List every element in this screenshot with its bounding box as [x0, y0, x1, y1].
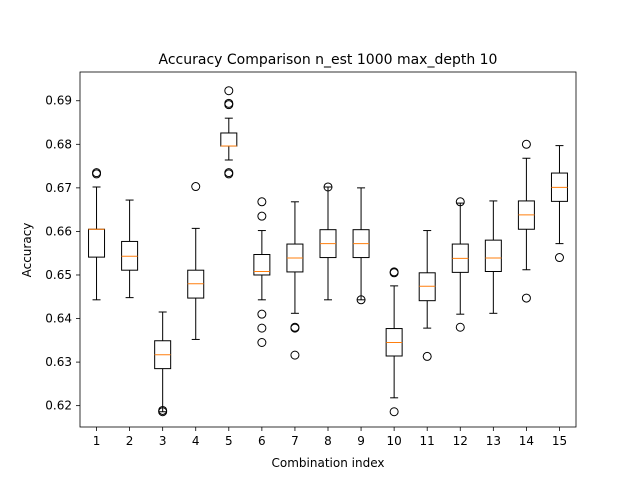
y-tick-label: 0.68: [45, 137, 72, 151]
y-axis: 0.62 0.63 0.64 0.65 0.66 0.67 0.68 0.69: [45, 94, 80, 413]
outlier-point: [257, 197, 267, 207]
outlier-point: [521, 139, 531, 149]
box-group-12: [451, 197, 469, 332]
outlier-point: [257, 211, 267, 221]
x-tick-label: 8: [324, 434, 332, 448]
outlier-point: [356, 295, 366, 305]
outlier-point: [455, 197, 465, 207]
box-group-14: [517, 139, 535, 303]
outlier-point: [257, 337, 267, 347]
outlier-point: [224, 86, 234, 96]
iqr-box: [253, 254, 271, 276]
box-group-9: [352, 187, 370, 305]
y-tick-label: 0.64: [45, 312, 72, 326]
plot-area: [80, 72, 576, 427]
box-group-3: [154, 311, 172, 417]
y-axis-label: Accuracy: [20, 223, 34, 278]
outlier-point: [224, 168, 234, 178]
outlier-point: [389, 268, 399, 278]
outlier-point: [257, 323, 267, 333]
outlier-point: [290, 350, 300, 360]
box-group-4: [187, 182, 205, 340]
x-tick-label: 13: [486, 434, 501, 448]
outlier-point: [158, 405, 168, 415]
outlier-point: [257, 309, 267, 319]
y-tick-label: 0.65: [45, 268, 72, 282]
box-group-1: [88, 168, 106, 301]
x-axis: 1 2 3 4 5 6 7 8 9 10 11 12 13 14 15: [93, 427, 567, 448]
y-tick-label: 0.63: [45, 355, 72, 369]
box-group-13: [484, 200, 502, 314]
x-tick-label: 12: [453, 434, 468, 448]
y-tick-label: 0.69: [45, 94, 72, 108]
box-group-7: [286, 201, 304, 360]
box-group-6: [253, 197, 271, 347]
outlier-point: [554, 253, 564, 263]
chart-title: Accuracy Comparison n_est 1000 max_depth…: [159, 52, 498, 68]
iqr-box: [484, 239, 502, 272]
x-tick-label: 15: [552, 434, 567, 448]
x-tick-label: 11: [420, 434, 435, 448]
outlier-point: [290, 323, 300, 333]
plot-frame: [79, 71, 577, 428]
x-axis-label: Combination index: [272, 456, 385, 470]
outlier-point: [389, 407, 399, 417]
x-tick-label: 3: [159, 434, 167, 448]
box-group-2: [121, 199, 139, 299]
outlier-point: [191, 182, 201, 192]
x-tick-label: 6: [258, 434, 266, 448]
outlier-point: [323, 182, 333, 192]
x-tick-label: 1: [93, 434, 101, 448]
box-group-11: [418, 230, 436, 361]
x-tick-label: 14: [519, 434, 534, 448]
outlier-point: [455, 322, 465, 332]
outlier-point: [422, 351, 432, 361]
box-group-10: [385, 267, 403, 417]
y-tick-label: 0.66: [45, 224, 72, 238]
x-tick-label: 2: [126, 434, 134, 448]
boxes-layer: [88, 86, 568, 417]
x-tick-label: 10: [386, 434, 401, 448]
y-tick-label: 0.62: [45, 399, 72, 413]
x-tick-label: 9: [357, 434, 365, 448]
box-group-15: [550, 145, 568, 263]
x-tick-label: 4: [192, 434, 200, 448]
y-tick-label: 0.67: [45, 181, 72, 195]
outlier-point: [92, 168, 102, 178]
outlier-point: [521, 293, 531, 303]
x-tick-label: 5: [225, 434, 233, 448]
box-group-8: [319, 182, 337, 301]
outlier-point: [224, 98, 234, 108]
box-group-5: [220, 86, 238, 179]
x-tick-label: 7: [291, 434, 299, 448]
